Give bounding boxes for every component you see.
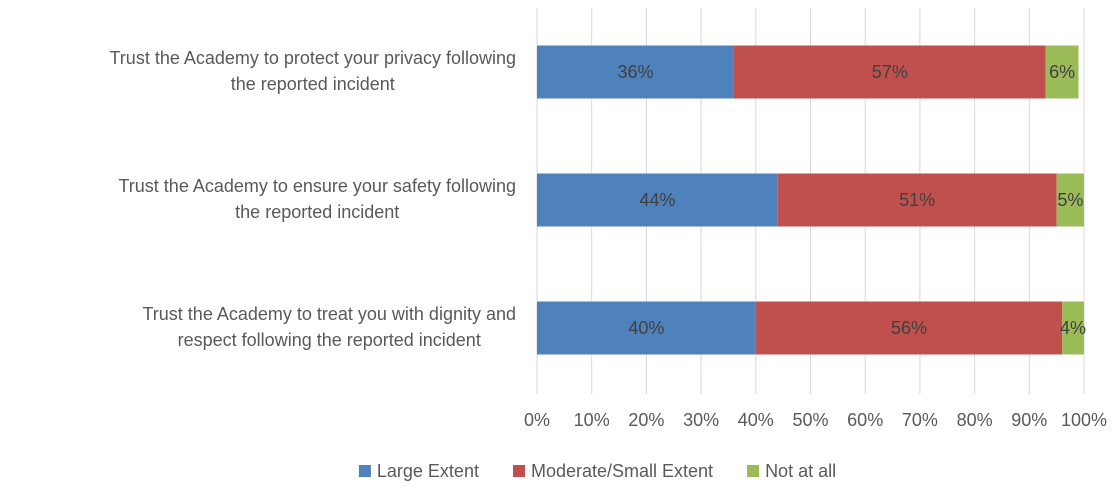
data-label: 40% xyxy=(628,318,664,338)
x-tick-label: 50% xyxy=(792,410,828,430)
category-label-line: the reported incident xyxy=(231,74,395,94)
legend-swatch xyxy=(747,465,760,477)
data-label: 56% xyxy=(891,318,927,338)
legend-swatch xyxy=(358,465,371,477)
x-tick-label: 20% xyxy=(628,410,664,430)
legend-label: Moderate/Small Extent xyxy=(531,461,713,481)
legend-swatch xyxy=(512,465,525,477)
data-label: 4% xyxy=(1060,318,1086,338)
x-tick-label: 10% xyxy=(574,410,610,430)
bar-segment xyxy=(1062,301,1084,355)
category-labels: Trust the Academy to protect your privac… xyxy=(109,48,516,350)
bar-segment xyxy=(755,301,1063,355)
x-tick-label: 90% xyxy=(1011,410,1047,430)
legend: Large Extent Moderate/Small Extent Not at … xyxy=(358,461,836,481)
bars xyxy=(537,45,1084,355)
legend-label: Not at all xyxy=(765,461,836,481)
x-tick-label: 60% xyxy=(847,410,883,430)
data-label: 57% xyxy=(872,62,908,82)
bar-segment xyxy=(733,45,1046,99)
category-label: Trust the Academy to protect your privac… xyxy=(109,48,516,94)
x-axis-tick-labels: 0% 10% 20% 30% 40% 50% 60% 70% 80% 90% 100% xyxy=(524,410,1107,430)
data-label: 5% xyxy=(1057,190,1083,210)
x-tick-label: 70% xyxy=(902,410,938,430)
bar-segment xyxy=(537,301,756,355)
category-label-line: Trust the Academy to treat you with dign… xyxy=(142,304,516,324)
bar-segment xyxy=(777,173,1057,227)
data-label: 36% xyxy=(617,62,653,82)
category-label-line: the reported incident xyxy=(235,202,399,222)
category-label-line: Trust the Academy to protect your privac… xyxy=(109,48,516,68)
bar-segment xyxy=(537,173,778,227)
category-label-line: Trust the Academy to ensure your safety … xyxy=(118,176,516,196)
data-label: 51% xyxy=(899,190,935,210)
x-tick-label: 0% xyxy=(524,410,550,430)
legend-label: Large Extent xyxy=(377,461,479,481)
data-labels: 36% 57% 6% 44% 51% 5% 40% 56% 4% xyxy=(617,62,1086,338)
bar-segment xyxy=(1056,173,1084,227)
x-tick-label: 100% xyxy=(1061,410,1107,430)
bar-segment xyxy=(1045,45,1079,99)
data-label: 6% xyxy=(1049,62,1075,82)
data-label: 44% xyxy=(639,190,675,210)
x-tick-label: 40% xyxy=(738,410,774,430)
category-label: Trust the Academy to treat you with dign… xyxy=(142,304,516,350)
x-tick-label: 30% xyxy=(683,410,719,430)
category-label-line: respect following the reported incident xyxy=(178,330,481,350)
bar-segment xyxy=(537,45,734,99)
category-label: Trust the Academy to ensure your safety … xyxy=(118,176,516,222)
x-tick-label: 80% xyxy=(957,410,993,430)
